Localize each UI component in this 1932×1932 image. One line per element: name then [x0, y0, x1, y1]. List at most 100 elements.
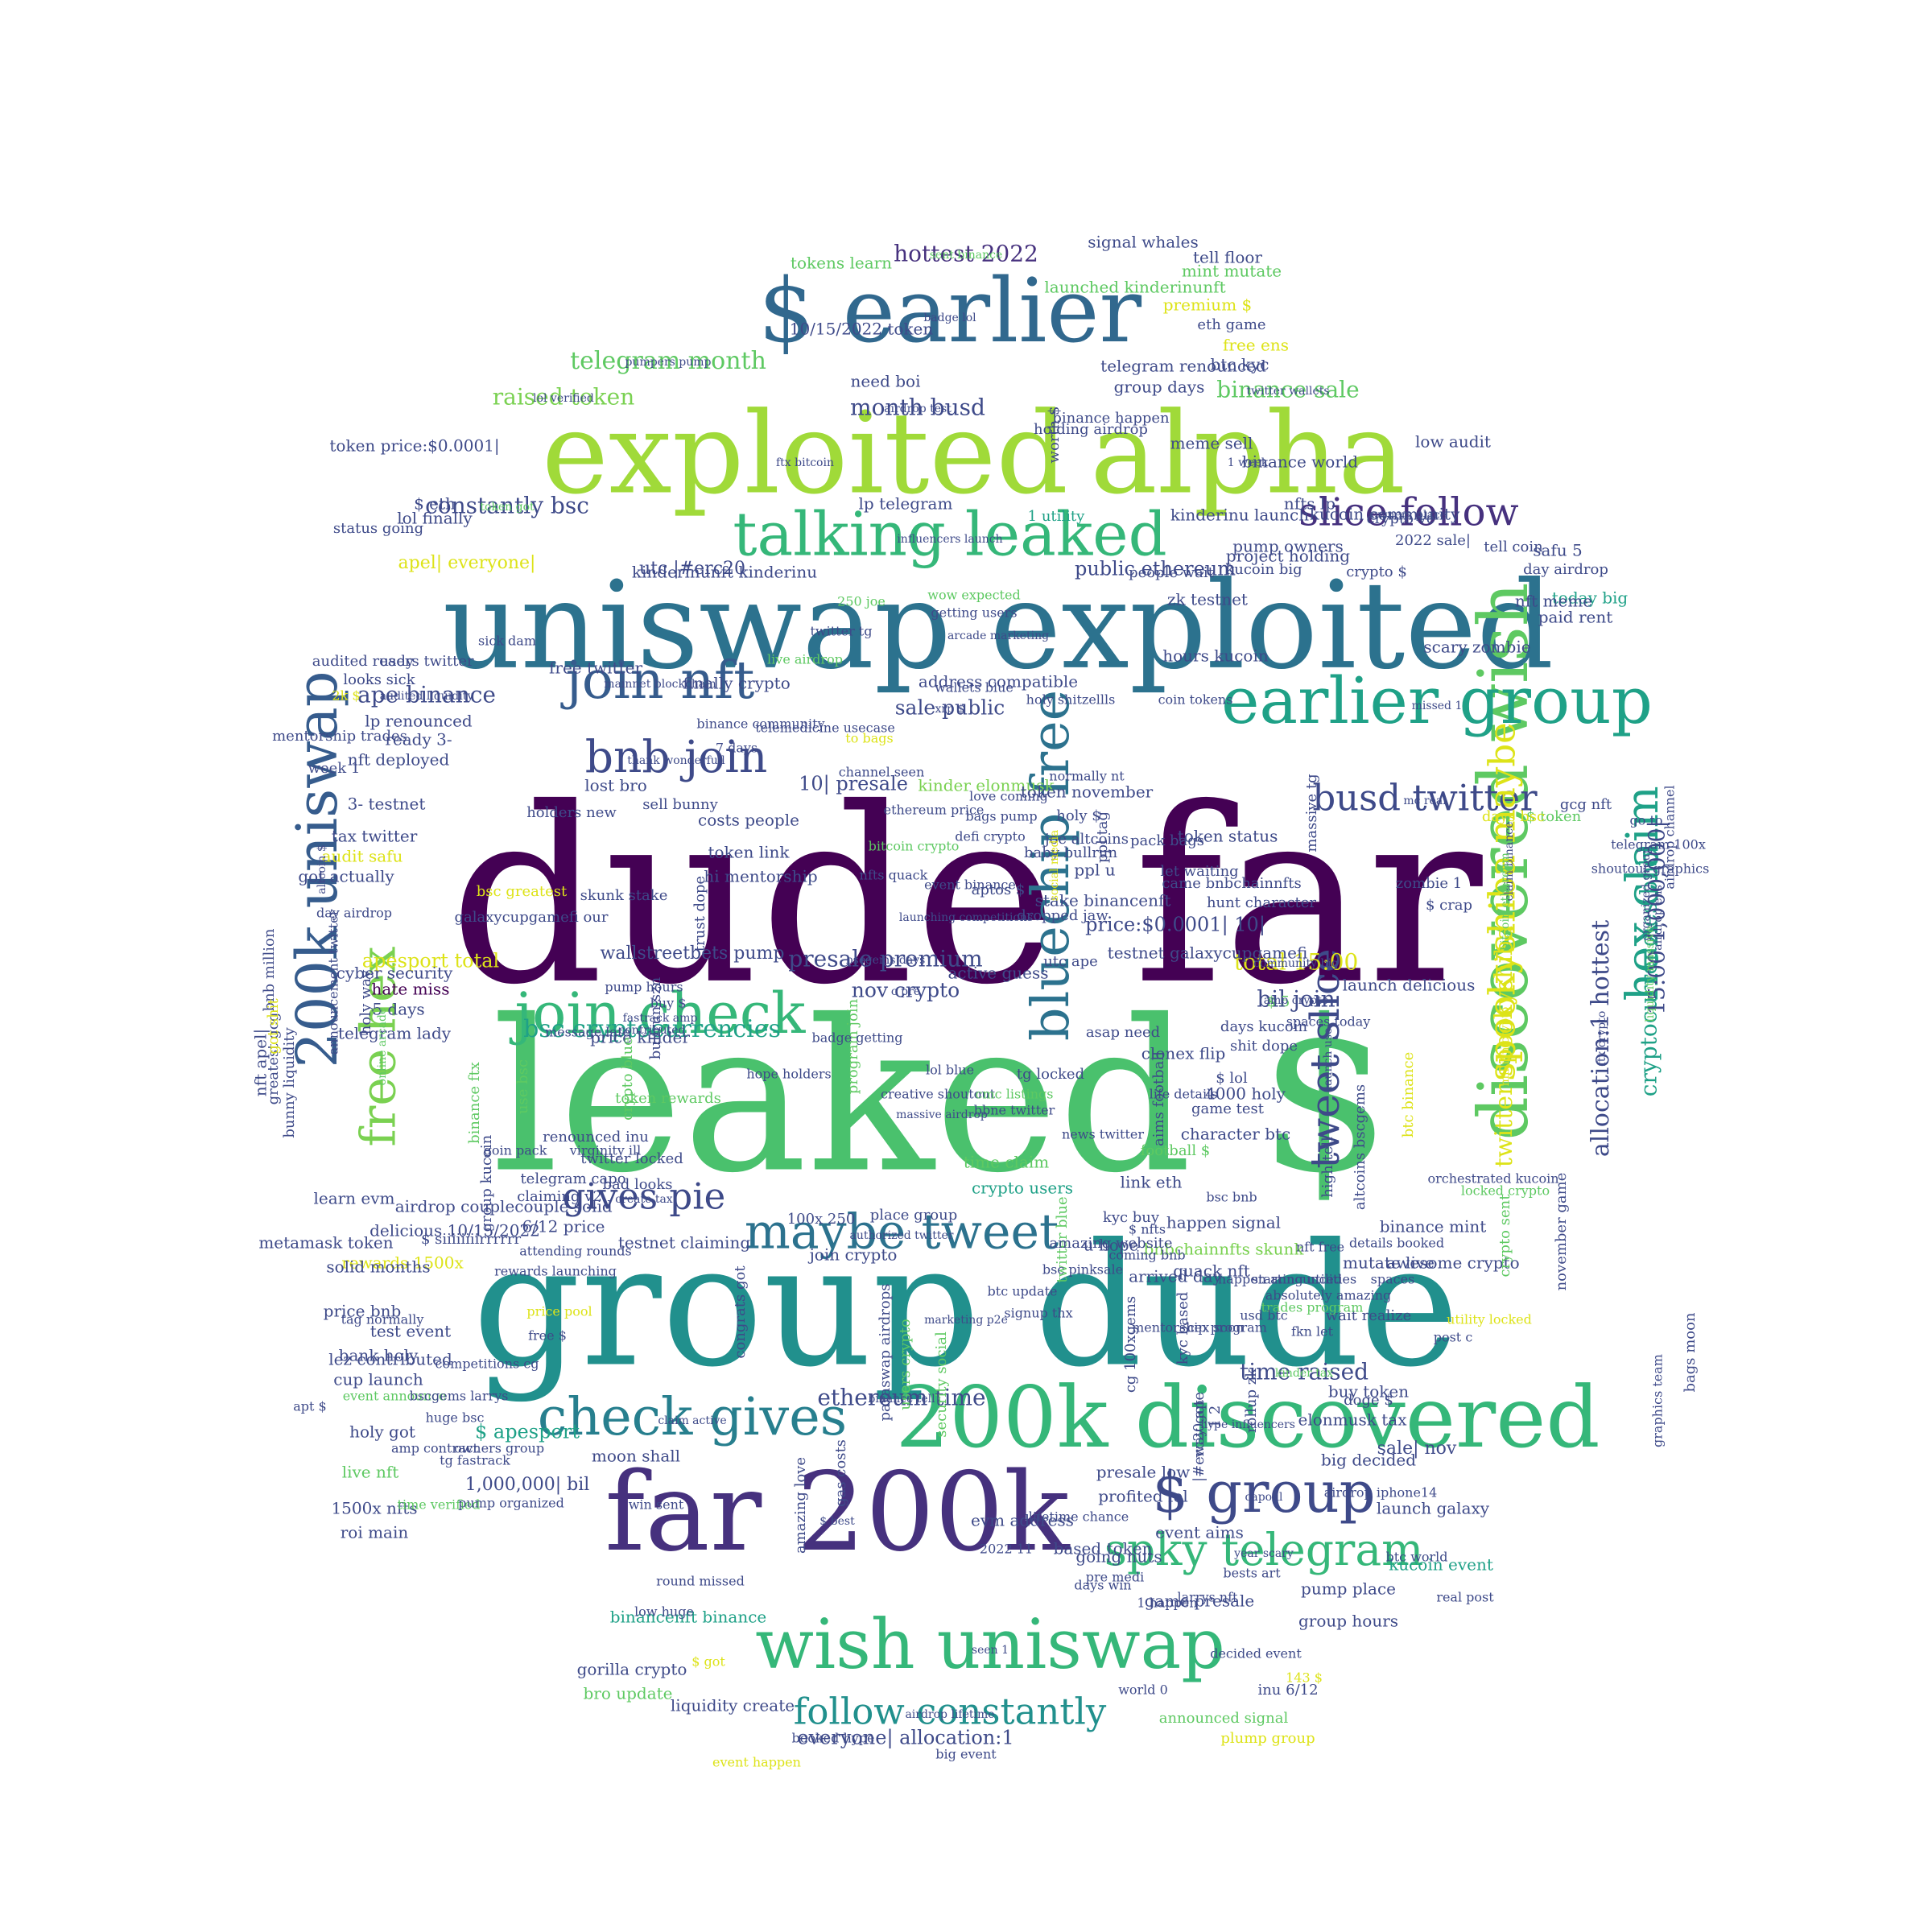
word-trust-dope: trust dope	[691, 876, 708, 952]
word-crypto-blue: crypto blue	[619, 1037, 636, 1121]
word-claiming-v2: claiming v2	[517, 1188, 602, 1205]
word-days-bsc: days bsc	[1482, 808, 1545, 825]
word-holy-shitzellls: holy shitzellls	[1026, 692, 1116, 708]
word-couple-solid: couple solid	[514, 1197, 613, 1216]
word-cryptocurrencies-bnb: cryptocurrencies bnb	[1636, 852, 1662, 1096]
word-1-000-000-bil: 1,000,000| bil	[465, 1475, 590, 1495]
word-details-booked: details booked	[1349, 1236, 1444, 1251]
word-hype-influencers: hype influencers	[1200, 1418, 1295, 1431]
word-wow-expected: wow expected	[927, 588, 1020, 603]
word-audit-safu: audit safu	[322, 847, 403, 866]
word-week-1: week 1	[308, 760, 361, 777]
word-came-bnbchainnfts: came bnbchainnfts	[1162, 875, 1301, 892]
word-price-kinder: price kinder	[590, 1028, 690, 1047]
word-altcoin: altcoin $	[316, 844, 328, 894]
word-real-post: real post	[1436, 1590, 1494, 1605]
word-elonmusk-tax: elonmusk tax	[1298, 1410, 1408, 1430]
word-normally-nt: normally nt	[1049, 769, 1125, 784]
word-binance-world: binance world	[1242, 452, 1358, 472]
word-gorilla-crypto: gorilla crypto	[577, 1660, 687, 1679]
word-larrys-nft: larrys nft	[1178, 1590, 1239, 1605]
word-token: $ token	[1526, 808, 1582, 825]
word-starting-utilities: starting utilities	[1252, 1272, 1356, 1287]
word-earlier: $ earlier	[758, 259, 1142, 362]
word-million-crypto: million crypto	[1499, 1007, 1512, 1087]
word-holding-airdrop: holding airdrop	[1034, 421, 1148, 438]
word-bank-holy: bank holy	[339, 1346, 419, 1365]
word-crypto-ve: crypto ve	[1367, 510, 1435, 527]
word-bags-pump: bags pump	[965, 809, 1037, 824]
word-test-event: test event	[370, 1322, 451, 1341]
word-online-arcade: online arcade	[376, 1008, 389, 1086]
word-rewards-1500x: rewards 1500x	[341, 1253, 464, 1273]
word-cg-100xgems: cg 100xgems	[1122, 1296, 1139, 1393]
word-arrived-day: arrived day	[1129, 1267, 1222, 1286]
word-wish-uniswap: wish uniswap	[755, 1605, 1224, 1685]
word-paraswap-airdrops: paraswap airdrops	[877, 1283, 894, 1421]
word-happen-signal: happen signal	[1166, 1213, 1281, 1232]
word-creative-shoutout: creative shoutout	[881, 1087, 996, 1102]
word-airdrop-channel: airdrop channel	[1662, 785, 1678, 889]
word-bscgems-days: bscgems days	[846, 954, 926, 967]
word-bnb-join: bnb join	[585, 731, 768, 782]
word-token-got: token got	[480, 501, 535, 514]
word-pump-organized: pump organized	[458, 1496, 564, 1511]
word-bsc-bnb: bsc bnb	[1206, 1190, 1257, 1205]
word-apt: apt $	[293, 1399, 326, 1414]
word-coin-tokens: coin tokens	[1158, 692, 1233, 708]
word-ftx-crypto: ftx crypto	[1596, 1011, 1608, 1067]
word-kyc-buy: kyc buy	[1103, 1209, 1160, 1226]
word-days-win: days win	[1074, 1578, 1131, 1593]
word-looks-sick: looks sick	[343, 671, 415, 688]
word-busd-twitter: busd twitter	[1312, 777, 1538, 819]
word-amp-contract: amp contract	[391, 1441, 479, 1456]
word-buy: buy $	[650, 996, 687, 1011]
word-audited-ready: audited ready	[312, 653, 415, 670]
word-2022-11: 2022 11	[980, 1542, 1033, 1557]
word-nft-meme: nft meme	[1515, 592, 1592, 611]
word-claim-binance: claim binance	[1503, 822, 1516, 902]
word-kyc-based: kyc based	[1174, 1292, 1191, 1365]
word-mentorship-trades: mentorship trades	[272, 728, 407, 745]
word-price-0-0001-10: price:$0.0001| 10|	[1085, 914, 1265, 937]
word-bluechip-free: bluechip free	[1021, 690, 1081, 1041]
word-twitter-blue: twitter blue	[1054, 1196, 1071, 1282]
word-spky-telegram: spky telegram	[1104, 1524, 1424, 1575]
word-price-pool: price pool	[526, 1304, 592, 1319]
word-use-bsc: use bsc	[514, 1059, 531, 1114]
word-holy-got: holy got	[349, 1422, 415, 1442]
word-ftx-bitcoin: ftx bitcoin	[776, 456, 834, 469]
word-attending-rounds: attending rounds	[519, 1244, 632, 1259]
word-amazing-website: amazing website	[1049, 1235, 1172, 1252]
word-2k: 2k $	[332, 688, 360, 704]
word-token-price-0-0001: token price:$0.0001|	[329, 436, 499, 456]
word-sent-binance: sent binance	[930, 249, 1003, 262]
word-launching-competitions: launching competitions	[899, 911, 1033, 924]
word-btc-kyc: btc kyc	[1210, 355, 1269, 374]
word-ape-binance: ape binance	[357, 682, 496, 708]
word-presale-premium: presale premium	[788, 946, 982, 972]
word-twitter-spookyshiba: twitter spookyshiba	[1490, 926, 1518, 1167]
word-badge-getting: badge getting	[811, 1030, 902, 1046]
word-binance-ftx: binance ftx	[466, 1062, 483, 1144]
word-metamask-token: metamask token	[258, 1233, 393, 1253]
word-greatest-gcg: greatest gcg	[265, 1013, 282, 1105]
word-skunk-stake: skunk stake	[580, 887, 668, 904]
word-cmc-listings: cmc listings	[976, 1087, 1054, 1102]
word-badge-lol: badge lol	[923, 312, 976, 324]
word-today-big: today big	[1552, 588, 1629, 608]
word-bnbchainnfts-skunk: bnbchainnfts skunk	[1144, 1240, 1305, 1259]
word-airdrop-couple: airdrop couple	[395, 1197, 515, 1216]
word-paid-rent: paid rent	[1538, 608, 1613, 627]
word-time-claim: time claim	[964, 1153, 1050, 1172]
word-nov-crypto: nov crypto	[852, 979, 960, 1002]
word-launch-delicious: launch delicious	[1343, 976, 1476, 995]
word-spaces: spaces	[1371, 1272, 1415, 1287]
word-3-testnet: 3- testnet	[348, 795, 426, 814]
word-holy-way: holy way	[357, 969, 374, 1034]
word-binance-mint: binance mint	[1380, 1217, 1487, 1236]
word-users-twitter: users twitter	[379, 653, 474, 670]
word-orchestrated-kucoin: orchestrated kucoin	[1427, 1171, 1558, 1187]
word-nfts-lp: nfts lp	[1284, 494, 1335, 514]
word-huge-bsc: huge bsc	[426, 1410, 485, 1426]
